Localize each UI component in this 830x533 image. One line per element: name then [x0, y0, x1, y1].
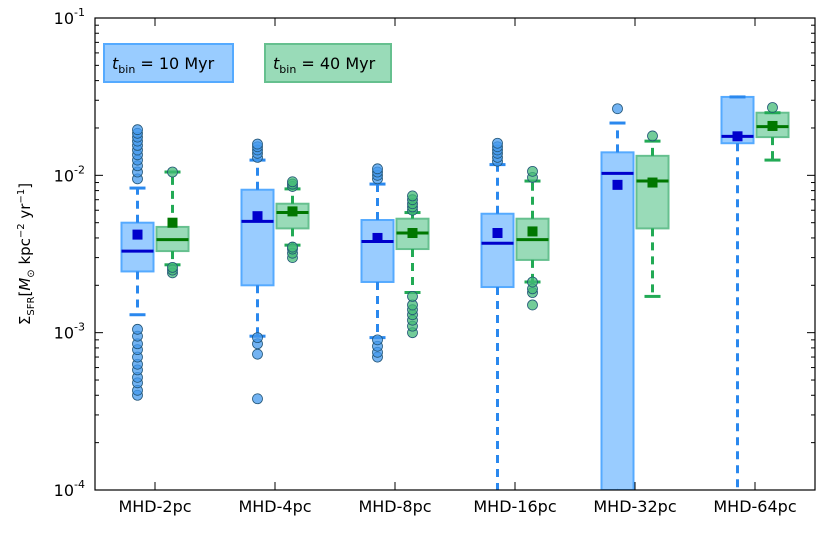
mean-marker-mhd-8pc-10myr — [372, 232, 383, 243]
ylabel-open: [ — [16, 291, 34, 297]
mean-marker-mhd-16pc-40myr — [527, 226, 538, 237]
flier-mhd-2pc-40myr-3 — [167, 166, 178, 178]
flier-mhd-16pc-40myr-0 — [527, 299, 538, 311]
ylabel-sun: ⊙ — [26, 269, 37, 277]
legend-sub: bin — [118, 63, 135, 76]
box-mhd-32pc-10myr — [600, 151, 635, 490]
legend-swatch-10myr — [103, 43, 234, 83]
flier-mhd-8pc-40myr-6 — [407, 291, 418, 302]
ytick-label-3: 10-1 — [54, 6, 85, 28]
flier-mhd-2pc-10myr-21 — [132, 124, 143, 136]
flier-mhd-16pc-10myr-5 — [492, 137, 503, 149]
legend-item-40myr: tbin = 40 Myr — [264, 43, 392, 83]
mean-marker-mhd-32pc-10myr — [612, 179, 623, 190]
box-layer — [120, 95, 790, 490]
ytick-label-0: 10-4 — [54, 478, 85, 500]
legend-sub: bin — [279, 63, 296, 76]
box-mhd-16pc-10myr — [480, 212, 515, 289]
ytick-exponent: -3 — [74, 321, 85, 334]
xtick-label-mhd-16pc: MHD-16pc — [473, 497, 556, 516]
legend-item-10myr: tbin = 10 Myr — [103, 43, 234, 83]
ylabel-m: M — [16, 278, 34, 291]
legend-swatch-40myr — [264, 43, 392, 83]
box-mhd-8pc-10myr — [360, 219, 395, 283]
ytick-base: 10 — [54, 9, 74, 28]
legend-rest: = 10 Myr — [135, 54, 214, 73]
flier-mhd-4pc-10myr-8 — [252, 138, 263, 150]
ylabel-unit1: kpc — [16, 238, 34, 269]
legend-t: t — [112, 54, 119, 73]
mean-marker-mhd-8pc-40myr — [407, 228, 418, 239]
flier-mhd-8pc-10myr-7 — [372, 163, 383, 175]
plot-frame — [94, 17, 816, 491]
flier-mhd-8pc-40myr-11 — [407, 190, 418, 202]
ylabel-exp2: −1 — [16, 189, 27, 204]
flier-mhd-32pc-10myr-0 — [612, 103, 623, 115]
flier-mhd-64pc-40myr-0 — [767, 102, 778, 113]
mean-marker-mhd-64pc-40myr — [767, 120, 778, 131]
mean-marker-mhd-2pc-40myr — [167, 217, 178, 228]
mean-marker-mhd-16pc-10myr — [492, 228, 503, 239]
xtick-label-mhd-4pc: MHD-4pc — [238, 497, 311, 516]
mean-marker-mhd-64pc-10myr — [732, 131, 743, 142]
mean-marker-mhd-4pc-40myr — [287, 206, 298, 217]
flier-mhd-8pc-10myr-3 — [372, 334, 383, 346]
ytick-exponent: -1 — [74, 6, 85, 19]
xtick-label-mhd-64pc: MHD-64pc — [713, 497, 796, 516]
mean-marker-mhd-2pc-10myr — [132, 229, 143, 240]
flier-mhd-16pc-40myr-5 — [527, 165, 538, 177]
ylabel-sigma: Σ — [16, 316, 34, 325]
ytick-exponent: -4 — [74, 478, 85, 491]
flier-mhd-16pc-40myr-3 — [527, 276, 538, 288]
flier-mhd-2pc-10myr-10 — [132, 323, 143, 335]
legend: tbin = 10 Myr tbin = 40 Myr — [103, 43, 392, 83]
box-group — [120, 95, 790, 490]
mean-marker-mhd-4pc-10myr — [252, 211, 263, 222]
xtick-label-mhd-2pc: MHD-2pc — [118, 497, 191, 516]
flier-mhd-4pc-40myr-3 — [287, 241, 298, 253]
flier-mhd-4pc-10myr-0 — [252, 393, 263, 405]
legend-rest: = 40 Myr — [296, 54, 375, 73]
flier-mhd-2pc-40myr-2 — [167, 261, 178, 273]
legend-label-10myr: tbin = 10 Myr — [112, 54, 215, 76]
mean-marker-mhd-32pc-40myr — [647, 177, 658, 188]
ylabel-exp1: −2 — [16, 223, 27, 238]
y-axis-label: ΣSFR[M⊙ kpc−2 yr−1] — [16, 183, 37, 325]
flier-mhd-32pc-40myr-0 — [647, 130, 658, 142]
flier-mhd-4pc-40myr-6 — [287, 176, 298, 188]
ytick-exponent: -2 — [74, 163, 85, 176]
legend-label-40myr: tbin = 40 Myr — [273, 54, 376, 76]
ylabel-sigma-sub: SFR — [26, 296, 37, 315]
ylabel-unit2: yr — [16, 203, 34, 224]
flier-mhd-4pc-10myr-1 — [252, 348, 263, 360]
box-mhd-4pc-10myr — [240, 188, 275, 287]
ytick-base: 10 — [54, 481, 74, 500]
ylabel-close: ] — [16, 183, 34, 189]
ytick-base: 10 — [54, 166, 74, 185]
ytick-label-2: 10-2 — [54, 163, 85, 185]
ytick-label-1: 10-3 — [54, 321, 85, 343]
xtick-label-mhd-32pc: MHD-32pc — [593, 497, 676, 516]
box-mhd-32pc-40myr — [635, 154, 670, 230]
ytick-base: 10 — [54, 324, 74, 343]
flier-mhd-4pc-10myr-3 — [252, 332, 263, 344]
xtick-label-mhd-8pc: MHD-8pc — [358, 497, 431, 516]
legend-t: t — [273, 54, 280, 73]
